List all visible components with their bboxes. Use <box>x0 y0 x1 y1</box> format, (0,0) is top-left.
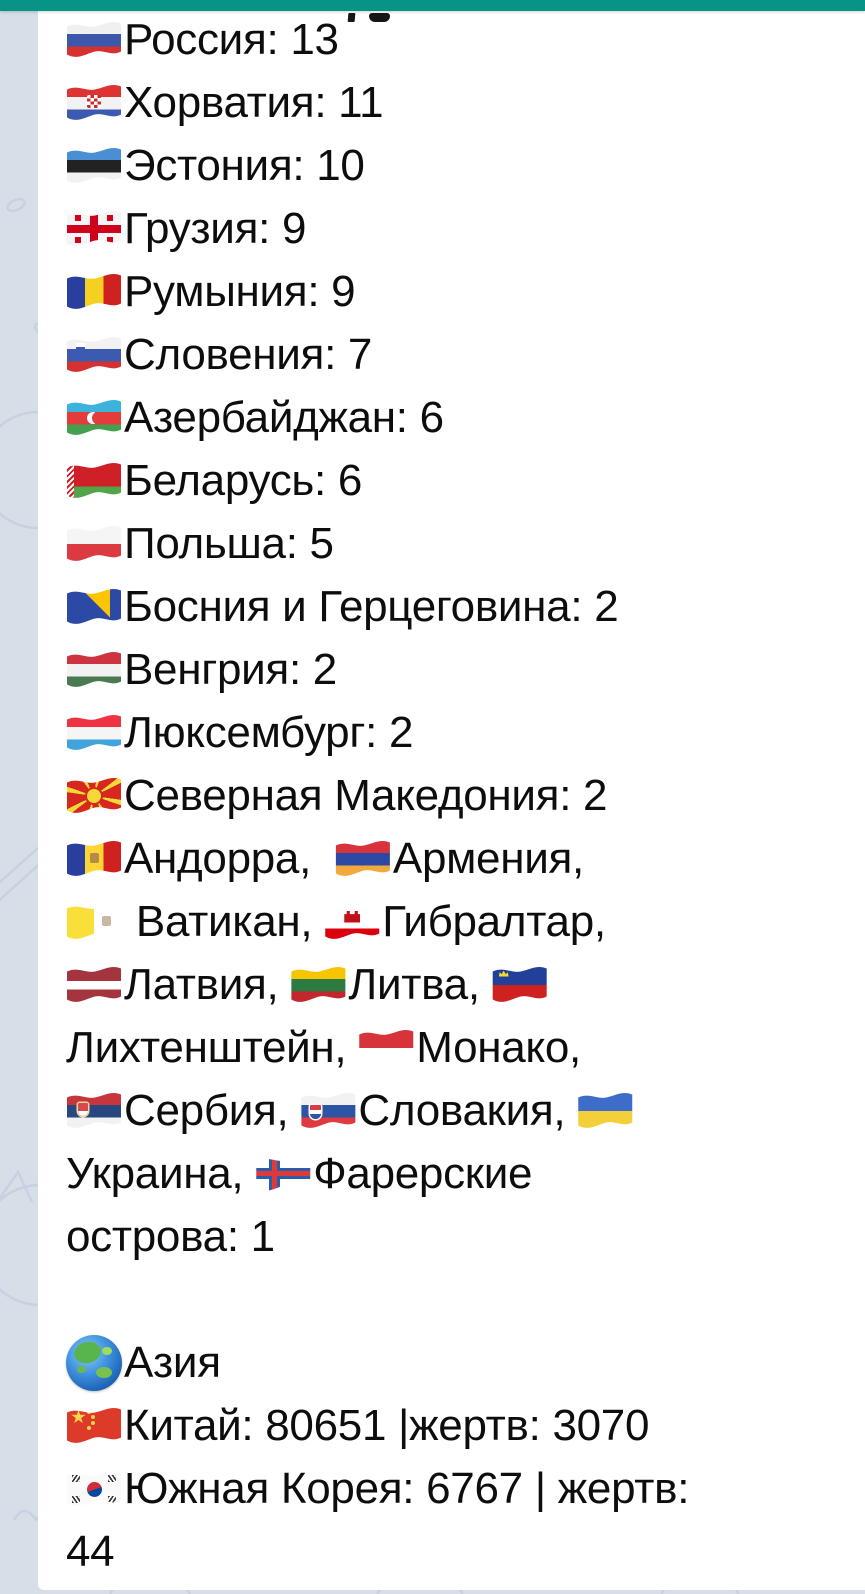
message-line: Босния и Герцеговина: 2 <box>66 575 859 638</box>
message-line: Люксембург: 2 <box>66 701 859 764</box>
message-text: острова: 1 <box>66 1212 275 1261</box>
message-line: Южная Корея: 6767 | жертв: <box>66 1457 859 1520</box>
message-line: Азия <box>66 1331 859 1394</box>
message-text: Армения, <box>392 834 584 883</box>
flag-latvia-icon <box>66 966 122 1004</box>
message-line: Ватикан, Гибралтар, <box>66 890 859 953</box>
message-text: Андорра, <box>124 834 335 883</box>
flag-vatican-icon <box>66 903 122 941</box>
message-text: Азербайджан: 6 <box>124 393 444 442</box>
message-lines: Россия: 13 Хорватия: 11 Эстония: 10 Грузия:… <box>38 8 865 1583</box>
message-text: Лихтенштейн, <box>66 1023 359 1072</box>
flag-faroe-islands-icon <box>255 1155 311 1193</box>
message-text: Южная Корея: 6767 | жертв: <box>124 1464 690 1513</box>
message-line: Латвия, Литва, <box>66 953 859 1016</box>
message-text: 44 <box>66 1527 115 1576</box>
message-text: Босния и Герцеговина: 2 <box>124 582 619 631</box>
message-text: Беларусь: 6 <box>124 456 363 505</box>
message-text: Сербия, <box>124 1086 301 1135</box>
flag-north-macedonia-icon <box>66 777 122 815</box>
message-line: Лихтенштейн, Монако, <box>66 1016 859 1079</box>
message-text: Словакия, <box>358 1086 578 1135</box>
cutoff-text-fragment <box>369 13 390 22</box>
message-bubble[interactable]: Россия: 13 Хорватия: 11 Эстония: 10 Грузия:… <box>38 11 865 1590</box>
message-text: Грузия: 9 <box>124 204 307 253</box>
message-text: Литва, <box>348 960 492 1009</box>
message-line: Беларусь: 6 <box>66 449 859 512</box>
message-line: Китай: 80651 |жертв: 3070 <box>66 1394 859 1457</box>
flag-lithuania-icon <box>290 966 346 1004</box>
globe-asia-australia-icon <box>66 1334 122 1391</box>
flag-luxembourg-icon <box>66 714 122 752</box>
message-line: 44 <box>66 1520 859 1583</box>
flag-ukraine-icon <box>577 1092 633 1130</box>
flag-croatia-icon <box>66 84 122 122</box>
message-text: Венгрия: 2 <box>124 645 337 694</box>
flag-poland-icon <box>66 525 122 563</box>
message-line: Хорватия: 11 <box>66 71 859 134</box>
top-header-bar <box>0 0 865 11</box>
flag-serbia-icon <box>66 1092 122 1130</box>
flag-andorra-icon <box>66 840 122 878</box>
message-line: Венгрия: 2 <box>66 638 859 701</box>
message-text: Фарерские <box>313 1149 533 1198</box>
message-line <box>66 1268 859 1331</box>
flag-slovakia-icon <box>300 1092 356 1130</box>
flag-monaco-icon <box>358 1029 414 1067</box>
message-line: Эстония: 10 <box>66 134 859 197</box>
message-line: Польша: 5 <box>66 512 859 575</box>
message-line: Сербия, Словакия, <box>66 1079 859 1142</box>
flag-estonia-icon <box>66 147 122 185</box>
message-text: Азия <box>124 1338 221 1387</box>
flag-liechtenstein-icon <box>492 966 548 1004</box>
flag-hungary-icon <box>66 651 122 689</box>
message-text: Ватикан, <box>124 897 325 946</box>
flag-china-icon <box>66 1407 122 1445</box>
flag-azerbaijan-icon <box>66 399 122 437</box>
message-line: Грузия: 9 <box>66 197 859 260</box>
message-text: Украина, <box>66 1149 256 1198</box>
message-text: Польша: 5 <box>124 519 334 568</box>
message-text: Северная Македония: 2 <box>124 771 608 820</box>
message-text: Китай: 80651 |жертв: 3070 <box>124 1401 650 1450</box>
flag-romania-icon <box>66 273 122 311</box>
flag-georgia-icon <box>66 210 122 248</box>
flag-bosnia-herzegovina-icon <box>66 588 122 626</box>
message-text: Словения: 7 <box>124 330 373 379</box>
message-line: Азербайджан: 6 <box>66 386 859 449</box>
message-line: Андорра, Армения, <box>66 827 859 890</box>
flag-slovenia-icon <box>66 336 122 374</box>
message-text: Хорватия: 11 <box>124 78 384 127</box>
flag-gibraltar-icon <box>324 903 380 941</box>
message-line: Северная Македония: 2 <box>66 764 859 827</box>
flag-armenia-icon <box>335 840 391 878</box>
message-line: Россия: 13 <box>66 8 859 71</box>
flag-belarus-icon <box>66 462 122 500</box>
message-line: острова: 1 <box>66 1205 859 1268</box>
message-text: Гибралтар, <box>382 897 606 946</box>
message-text: Люксембург: 2 <box>124 708 414 757</box>
message-text: Россия: 13 <box>124 15 339 64</box>
cutoff-text-fragment <box>347 13 356 22</box>
flag-south-korea-icon <box>66 1470 122 1508</box>
flag-russia-icon <box>66 21 122 59</box>
message-line: Румыния: 9 <box>66 260 859 323</box>
message-line: Украина, Фарерские <box>66 1142 859 1205</box>
message-text: Монако, <box>416 1023 581 1072</box>
message-line: Словения: 7 <box>66 323 859 386</box>
message-text: Румыния: 9 <box>124 267 356 316</box>
message-text: Эстония: 10 <box>124 141 365 190</box>
message-text: Латвия, <box>124 960 291 1009</box>
